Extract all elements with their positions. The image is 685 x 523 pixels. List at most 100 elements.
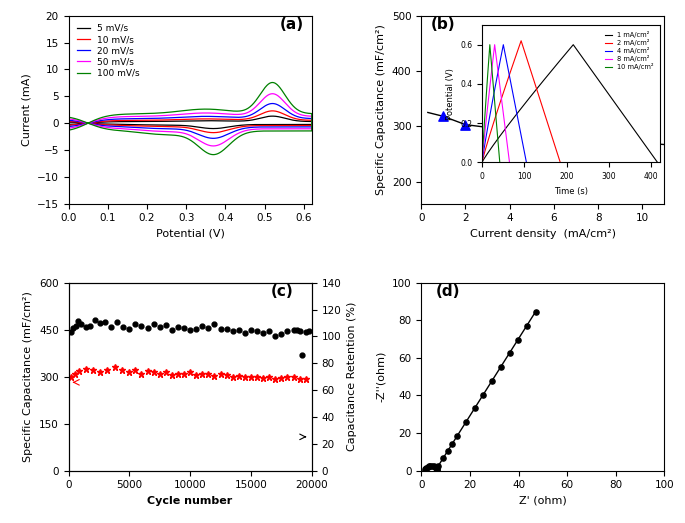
- Point: [593, 135, 603, 144]
- 20 mV/s: [261, 103, 269, 109]
- 5 mV/s: [209, 126, 217, 132]
- Point: [432, 466, 443, 474]
- 10 mV/s: [279, 111, 288, 117]
- Point: [430, 464, 441, 472]
- Line: 20 mV/s: 20 mV/s: [68, 104, 312, 139]
- 20 mV/s: [268, 100, 276, 107]
- Point: [421, 463, 432, 472]
- 20 mV/s: [64, 117, 73, 123]
- 5 mV/s: [279, 115, 288, 121]
- 20 mV/s: [209, 135, 217, 142]
- 5 mV/s: [64, 119, 73, 125]
- Point: [477, 391, 488, 400]
- 100 mV/s: [261, 84, 269, 90]
- 10 mV/s: [209, 130, 217, 136]
- Point: [560, 134, 571, 143]
- 100 mV/s: [162, 132, 170, 138]
- 10 mV/s: [268, 108, 276, 114]
- Text: (d): (d): [436, 284, 460, 299]
- Point: [420, 464, 431, 473]
- 10 mV/s: [64, 118, 73, 124]
- Y-axis label: Specific Capacitance (mF/cm²): Specific Capacitance (mF/cm²): [376, 24, 386, 195]
- Point: [447, 440, 458, 448]
- Point: [428, 462, 439, 471]
- 5 mV/s: [268, 113, 276, 119]
- Point: [419, 467, 430, 475]
- Y-axis label: Current (mA): Current (mA): [21, 73, 32, 146]
- Point: [504, 126, 515, 134]
- X-axis label: Z' (ohm): Z' (ohm): [519, 496, 566, 506]
- 20 mV/s: [171, 126, 179, 132]
- Point: [432, 462, 443, 471]
- 20 mV/s: [114, 116, 123, 122]
- 100 mV/s: [268, 79, 276, 86]
- Point: [521, 322, 532, 330]
- 20 mV/s: [162, 126, 170, 132]
- 10 mV/s: [64, 122, 73, 129]
- 100 mV/s: [64, 127, 73, 133]
- 10 mV/s: [114, 118, 123, 124]
- 100 mV/s: [114, 111, 123, 118]
- X-axis label: Current density  (mA/cm²): Current density (mA/cm²): [470, 229, 616, 239]
- 100 mV/s: [64, 114, 73, 120]
- 50 mV/s: [268, 90, 276, 97]
- Point: [530, 308, 541, 316]
- Point: [460, 418, 471, 426]
- Point: [504, 349, 515, 357]
- 50 mV/s: [261, 94, 269, 100]
- 50 mV/s: [114, 114, 123, 120]
- 5 mV/s: [64, 121, 73, 128]
- X-axis label: Potential (V): Potential (V): [155, 229, 225, 239]
- 10 mV/s: [171, 123, 179, 130]
- Point: [460, 120, 471, 129]
- Point: [637, 139, 648, 147]
- 10 mV/s: [162, 123, 170, 130]
- 20 mV/s: [279, 105, 288, 111]
- Line: 100 mV/s: 100 mV/s: [68, 83, 312, 155]
- 5 mV/s: [261, 114, 269, 120]
- Line: 5 mV/s: 5 mV/s: [68, 116, 312, 129]
- 100 mV/s: [279, 89, 288, 96]
- Y-axis label: Specific Capacitance (mF/cm²): Specific Capacitance (mF/cm²): [23, 291, 34, 462]
- Line: 50 mV/s: 50 mV/s: [68, 94, 312, 146]
- Point: [420, 465, 431, 474]
- Point: [512, 336, 523, 344]
- Point: [486, 377, 497, 385]
- Point: [425, 462, 436, 470]
- Text: (c): (c): [271, 284, 293, 299]
- Point: [422, 462, 433, 471]
- 10 mV/s: [216, 129, 225, 135]
- 5 mV/s: [162, 122, 170, 128]
- X-axis label: Cycle number: Cycle number: [147, 496, 233, 506]
- Point: [431, 465, 442, 473]
- Line: 10 mV/s: 10 mV/s: [68, 111, 312, 133]
- Point: [438, 454, 449, 463]
- 10 mV/s: [261, 109, 269, 116]
- 5 mV/s: [216, 125, 225, 131]
- 100 mV/s: [209, 152, 217, 158]
- 50 mV/s: [162, 129, 170, 135]
- 50 mV/s: [279, 98, 288, 104]
- Text: (a): (a): [280, 17, 304, 32]
- Y-axis label: -Z''(ohm): -Z''(ohm): [376, 351, 386, 402]
- Point: [495, 363, 506, 371]
- 5 mV/s: [114, 119, 123, 125]
- Point: [443, 446, 453, 454]
- 20 mV/s: [64, 123, 73, 130]
- 50 mV/s: [64, 116, 73, 122]
- 50 mV/s: [64, 125, 73, 131]
- 5 mV/s: [171, 122, 179, 128]
- 20 mV/s: [216, 134, 225, 140]
- 50 mV/s: [171, 129, 179, 135]
- Point: [469, 404, 480, 412]
- Point: [424, 462, 435, 470]
- Point: [438, 112, 449, 120]
- 50 mV/s: [216, 141, 225, 147]
- Y-axis label: Capacitance Retention (%): Capacitance Retention (%): [347, 302, 357, 451]
- Point: [451, 432, 462, 440]
- 100 mV/s: [171, 132, 179, 139]
- Text: (b): (b): [431, 17, 456, 32]
- 50 mV/s: [209, 143, 217, 149]
- Legend: 5 mV/s, 10 mV/s, 20 mV/s, 50 mV/s, 100 mV/s: 5 mV/s, 10 mV/s, 20 mV/s, 50 mV/s, 100 m…: [73, 20, 144, 82]
- Point: [429, 463, 440, 471]
